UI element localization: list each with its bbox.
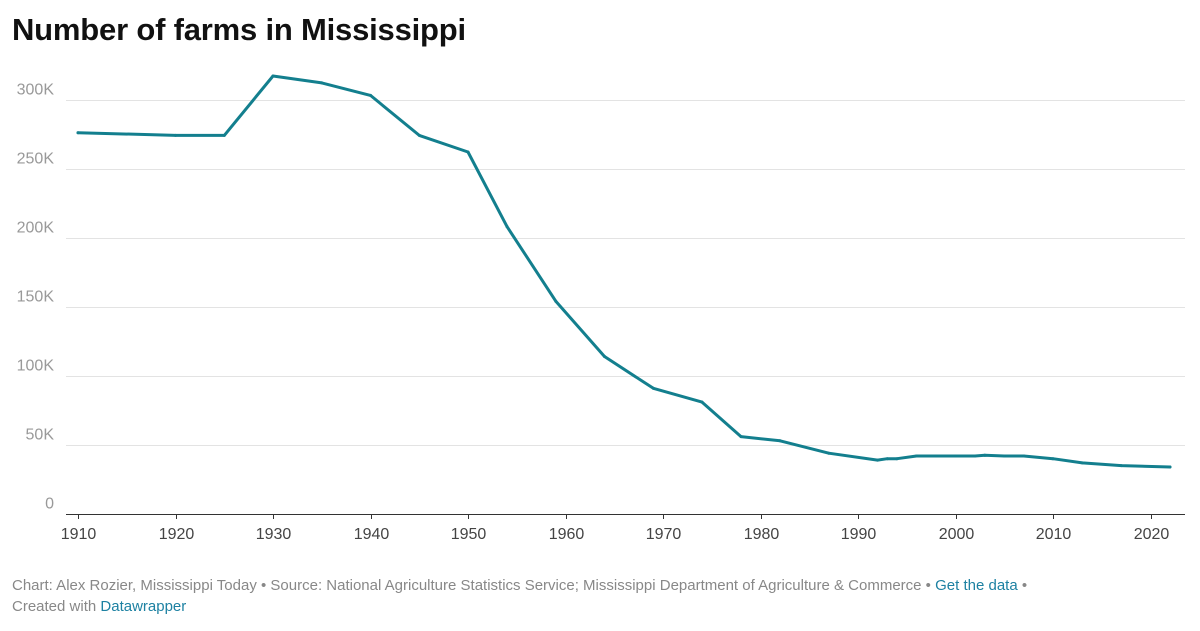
x-tick-label: 1930 [256, 526, 292, 543]
data-point[interactable] [1022, 454, 1026, 458]
x-tick-label: 1950 [451, 526, 487, 543]
created-with-text: Created with [12, 598, 97, 615]
data-point[interactable] [827, 451, 831, 455]
y-tick-label: 0 [45, 496, 54, 513]
data-point[interactable] [739, 435, 743, 439]
y-tick-label: 150K [17, 289, 55, 306]
data-point[interactable] [554, 299, 558, 303]
data-point[interactable] [876, 458, 879, 462]
data-point[interactable] [778, 439, 782, 443]
separator: • [1017, 577, 1028, 594]
data-point[interactable] [1002, 454, 1006, 458]
x-tick-label: 1980 [744, 526, 780, 543]
created-with-line: Created with Datawrapper [12, 596, 1192, 617]
gridlines [66, 100, 1185, 515]
data-point[interactable] [271, 74, 275, 78]
data-point[interactable] [954, 454, 957, 458]
data-point[interactable] [934, 454, 938, 458]
x-tick-label: 1990 [841, 526, 877, 543]
data-point[interactable] [885, 457, 889, 461]
x-tick-label: 2020 [1134, 526, 1170, 543]
data-point[interactable] [466, 150, 470, 154]
data-point[interactable] [700, 400, 704, 404]
data-point[interactable] [369, 93, 372, 97]
data-point[interactable] [651, 386, 655, 390]
data-point[interactable] [1119, 464, 1123, 468]
data-point[interactable] [417, 133, 421, 137]
data-point[interactable] [895, 457, 899, 461]
x-tick-label: 1940 [354, 526, 390, 543]
datawrapper-link[interactable]: Datawrapper [100, 598, 187, 615]
data-point[interactable] [1168, 465, 1172, 469]
data-point[interactable] [1080, 461, 1084, 465]
data-point[interactable] [983, 453, 987, 457]
x-tick-label: 1910 [61, 526, 97, 543]
get-the-data-link[interactable]: Get the data [935, 577, 1018, 594]
y-tick-label: 50K [26, 427, 55, 444]
y-axis: 0 50K 100K 150K 200K 250K 300K [17, 82, 55, 513]
chart-title: Number of farms in Mississippi [12, 12, 466, 47]
separator: • [256, 577, 271, 594]
y-tick-label: 100K [17, 358, 55, 375]
x-tick-label: 2010 [1036, 526, 1072, 543]
series-layer [76, 74, 1172, 469]
y-tick-label: 300K [17, 82, 55, 99]
y-tick-label: 250K [17, 151, 55, 168]
chart-footer: Chart: Alex Rozier, Mississippi Today • … [12, 575, 1192, 617]
x-tick-label: 2000 [939, 526, 975, 543]
x-tick-label: 1960 [549, 526, 585, 543]
data-point[interactable] [603, 355, 606, 358]
x-axis: 1910 1920 1930 1940 1950 1960 1970 1980 1990 2000… [61, 514, 1170, 543]
x-tick-label: 1970 [646, 526, 682, 543]
source-text: Source: National Agriculture Statistics … [270, 577, 922, 594]
data-point[interactable] [174, 133, 177, 137]
data-point[interactable] [1051, 457, 1055, 461]
data-point[interactable] [320, 81, 324, 85]
data-point[interactable] [915, 454, 918, 458]
x-tick-label: 1920 [159, 526, 195, 543]
line-chart: 0 50K 100K 150K 200K 250K 300K 1910 1920 1930 194… [17, 74, 1185, 543]
data-point[interactable] [973, 454, 977, 458]
data-point[interactable] [505, 225, 509, 229]
separator: • [921, 577, 936, 594]
data-point[interactable] [222, 133, 226, 137]
series-line [76, 74, 1172, 469]
credit-text: Chart: Alex Rozier, Mississippi Today [12, 577, 257, 594]
data-point[interactable] [76, 131, 80, 135]
y-tick-label: 200K [17, 220, 55, 237]
